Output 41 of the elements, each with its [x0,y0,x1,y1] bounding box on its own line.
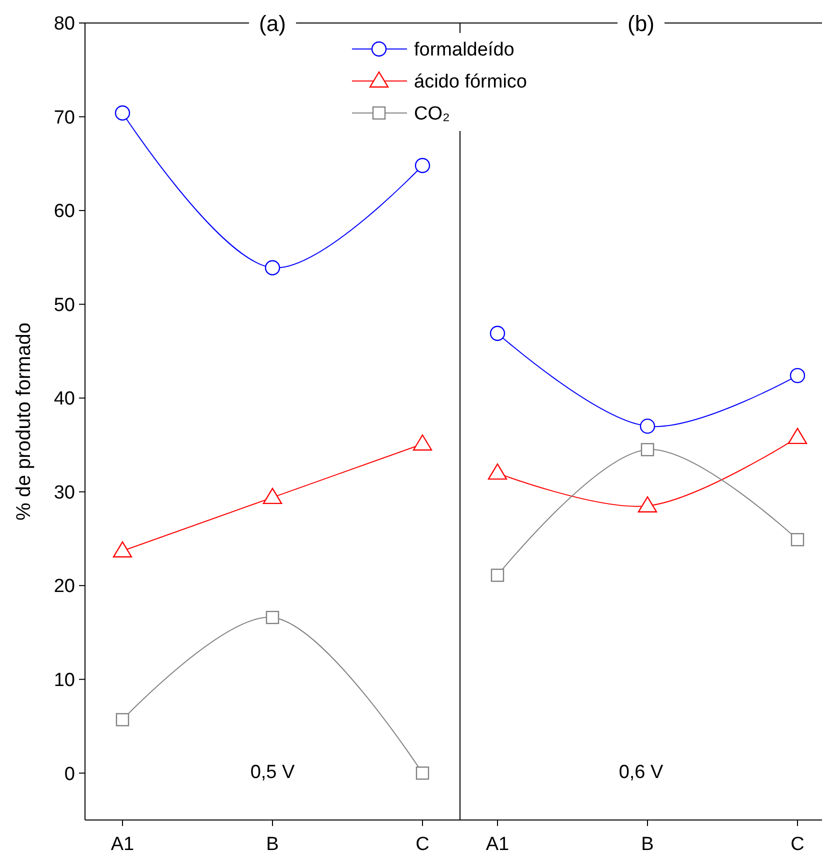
point [416,766,430,780]
chart-title: (b) [628,11,654,36]
point [412,434,432,451]
point [790,368,806,384]
y-axis-title: % de produto formado [13,322,35,520]
x-tick-label: B [641,834,654,855]
x-tick-label: B [266,834,279,855]
legend-label: CO₂ [414,104,450,125]
point [638,496,658,512]
x-tick-label: A1 [486,834,510,855]
annotation: 0,6 V [618,762,664,783]
x-tick-label: A1 [110,834,134,855]
point [266,610,280,624]
y-tick-label: 60 [54,201,75,222]
point [640,443,654,456]
x-tick-label: C [790,834,804,855]
y-tick-label: 50 [54,294,75,316]
point [116,713,130,726]
y-tick-label: 70 [54,107,75,128]
annotation: 0,5 V [250,762,296,783]
point [264,260,280,276]
point [790,533,804,546]
point [114,105,130,121]
point [488,463,508,480]
y-tick-label: 0 [64,764,75,785]
point [788,428,808,444]
y-tick-label: 20 [54,576,75,598]
y-tick-label: 40 [54,388,75,410]
y-tick-label: 10 [54,670,75,692]
chart-title: (a) [259,11,286,36]
point [414,158,430,174]
point [112,541,132,558]
point [640,418,656,434]
point [262,488,282,504]
point [490,568,504,582]
x-tick-label: C [416,834,430,855]
point [490,326,506,341]
legend-label: ácido fórmico [414,72,527,93]
y-tick-label: 80 [54,14,75,35]
y-tick-label: 30 [54,482,75,504]
legend-label: formaldeído [414,40,514,61]
